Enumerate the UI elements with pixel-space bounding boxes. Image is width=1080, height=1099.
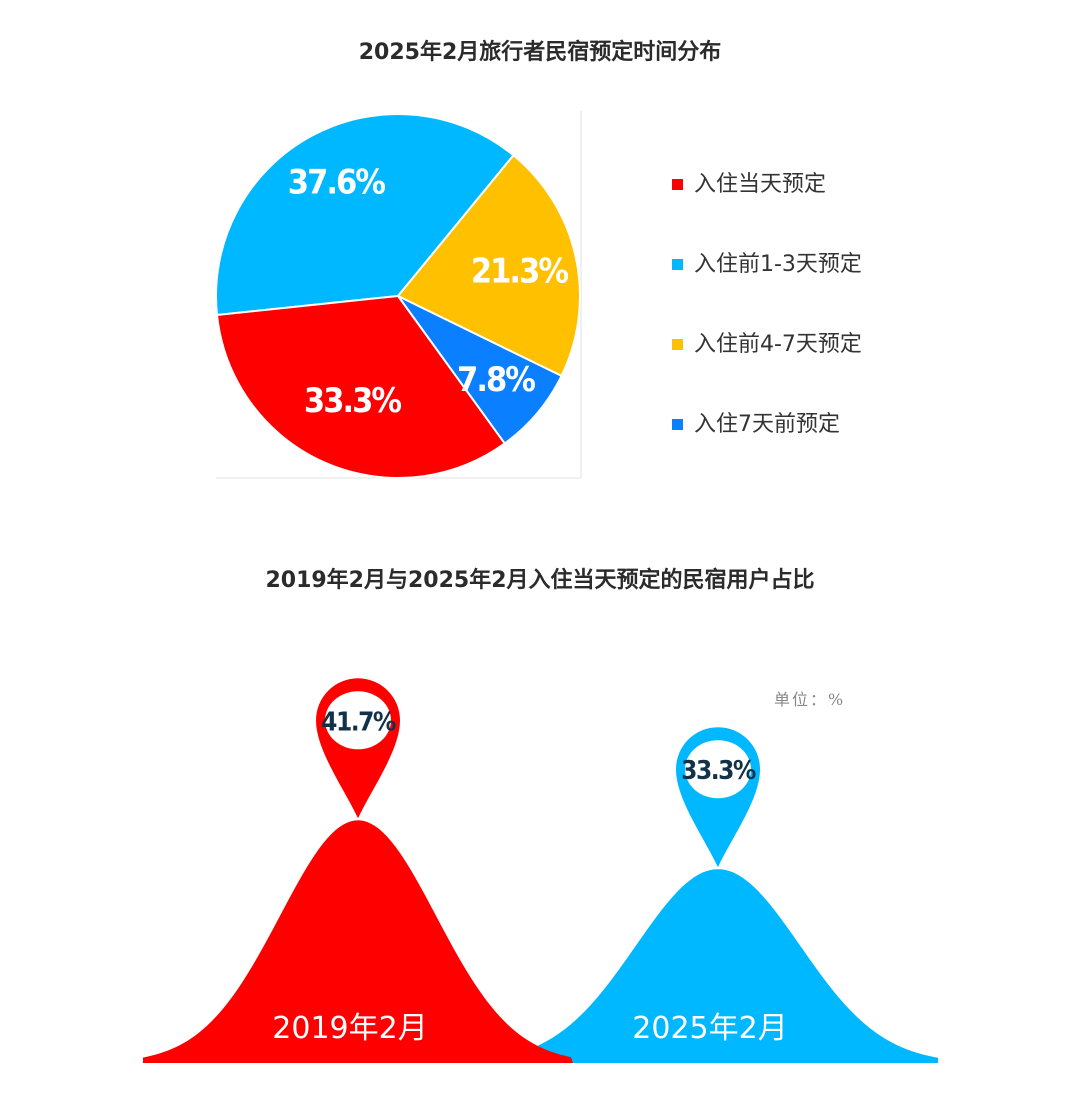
pie-slice-label-2: 21.3% (471, 252, 568, 292)
legend-swatch-3 (672, 419, 683, 430)
legend-swatch-0 (672, 179, 683, 190)
pie-chart: 37.6% 21.3% 7.8% 33.3% (215, 111, 582, 479)
pie-slice-2 (396, 153, 581, 378)
pin-inner-1 (685, 740, 751, 799)
bell-chart: 41.7% 33.3% 2025年2月 2019年2月 (143, 678, 938, 1063)
pie-legend: 入住当天预定入住前1-3天预定 入住前4-7天预定 入住7天前预定 (672, 170, 862, 490)
pie-slice-label-3: 7.8% (457, 360, 535, 400)
legend-label-0: 入住当天预定 (694, 172, 827, 197)
pie-chart-title: 2025年2月旅行者民宿预定时间分布 (358, 40, 722, 65)
bell-shape-1 (498, 869, 938, 1063)
bell-shape-0 (143, 820, 573, 1063)
legend-label-3: 入住7天前预定 (694, 412, 840, 437)
bell-category-label-1: 2025年2月 (632, 1011, 787, 1046)
legend-item-3: 入住7天前预定 (672, 410, 862, 490)
bell-value-label-1: 33.3% (681, 756, 756, 786)
bell-value-label-0: 41.7% (321, 707, 396, 737)
bell-chart-title: 2019年2月与2025年2月入住当天预定的民宿用户占比 (265, 568, 815, 593)
pie-slice-label-0: 33.3% (304, 381, 401, 421)
bell-category-label-0: 2019年2月 (272, 1011, 427, 1046)
unit-label: 单位：% (774, 690, 846, 709)
pie-slice-0 (215, 294, 507, 479)
pie-slice-1 (215, 113, 515, 317)
pie-slice-label-1: 37.6% (288, 163, 385, 203)
legend-label-2: 入住前4-7天预定 (694, 332, 862, 357)
legend-item-2: 入住前4-7天预定 (672, 330, 862, 410)
legend-swatch-1 (672, 259, 683, 270)
legend-swatch-2 (672, 339, 683, 350)
legend-label-1: 入住前1-3天预定 (694, 252, 862, 277)
pin-inner-0 (325, 691, 391, 750)
legend-item-0: 入住当天预定 (672, 170, 862, 250)
legend-item-1: 入住前1-3天预定 (672, 250, 862, 330)
